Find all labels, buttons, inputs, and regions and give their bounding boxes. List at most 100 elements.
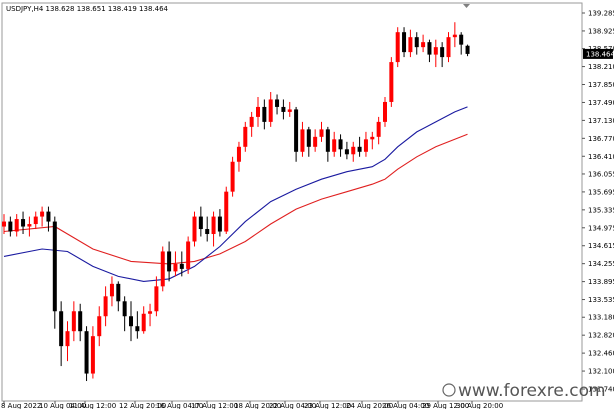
candle-body <box>109 283 114 297</box>
candle-body <box>65 331 70 347</box>
y-tick-label: 136.055 <box>588 170 614 178</box>
watermark: www.forexre.com <box>442 381 606 401</box>
candle-body <box>236 146 241 162</box>
candle-body <box>2 221 6 227</box>
current-price-tag <box>583 48 613 59</box>
candle-body <box>8 221 13 232</box>
candle-body <box>103 296 108 317</box>
y-tick-label: 137.850 <box>588 81 614 89</box>
candle-body <box>21 219 26 227</box>
candle-body <box>211 216 216 235</box>
candle-body <box>116 283 121 302</box>
candle-body <box>97 316 102 337</box>
y-tick-label: 138.925 <box>588 27 614 35</box>
x-tick-label: 29 Aug 12:00 <box>422 402 469 409</box>
candle-body <box>338 139 343 150</box>
candle-body <box>421 42 426 48</box>
x-tick-label: 17 Aug 12:00 <box>191 402 238 409</box>
candle-body <box>52 221 57 312</box>
y-tick-label: 135.335 <box>588 206 614 214</box>
candle-body <box>230 161 235 192</box>
candle-body <box>376 121 381 137</box>
candle-body <box>370 136 375 140</box>
x-tick-label: 8 Aug 2022 <box>1 402 41 409</box>
x-tick-label: 16 Aug 04:00 <box>156 402 203 409</box>
candle-body <box>186 241 191 269</box>
y-tick-label: 138.210 <box>588 63 614 71</box>
candle-body <box>167 251 172 272</box>
candle-body <box>319 129 324 137</box>
watermark-logo-icon <box>442 383 456 397</box>
y-tick-label: 132.100 <box>588 368 614 376</box>
y-tick-label: 137.490 <box>588 99 614 107</box>
candle-body <box>205 229 210 235</box>
candle-body <box>325 129 330 152</box>
x-tick-label: 22 Aug 04:00 <box>269 402 316 409</box>
candle-body <box>389 62 394 102</box>
candle-body <box>14 219 19 232</box>
current-price-label: 138.464 <box>586 50 614 58</box>
candle-body <box>243 126 248 147</box>
candle-body <box>173 263 178 272</box>
candle-body <box>148 311 153 314</box>
candle-body <box>84 331 89 374</box>
y-tick-label: 134.975 <box>588 224 614 232</box>
candle-body <box>383 101 387 122</box>
candle-body <box>351 146 356 155</box>
y-tick-label: 133.180 <box>588 314 614 322</box>
y-tick-label: 132.820 <box>588 332 614 340</box>
x-tick-label: 26 Aug 04:00 <box>382 402 429 409</box>
candle-body <box>256 106 260 117</box>
candle-body <box>71 311 76 332</box>
candle-body <box>27 224 32 227</box>
candle-body <box>262 106 267 122</box>
candle-body <box>313 136 318 147</box>
candle-body <box>154 286 159 312</box>
candle-body <box>357 146 362 152</box>
candle-body <box>59 311 64 347</box>
candle-body <box>281 106 286 112</box>
y-tick-label: 133.895 <box>588 278 614 286</box>
candle-body <box>414 37 419 48</box>
candle-body <box>179 263 184 269</box>
candle-body <box>122 301 127 317</box>
candle-body <box>90 336 95 374</box>
y-tick-label: 131.740 <box>588 386 614 394</box>
x-tick-label: 18 Aug 20:00 <box>234 402 281 409</box>
moving-average-blue <box>3 106 468 282</box>
x-tick-label: 30 Aug 20:00 <box>456 402 503 409</box>
candle-body <box>192 216 197 242</box>
y-tick-label: 136.410 <box>588 153 614 161</box>
y-tick-label: 139.285 <box>588 10 614 18</box>
moving-average-red <box>3 133 468 265</box>
candles <box>2 22 470 382</box>
candle-body <box>300 129 305 152</box>
y-tick-label: 133.535 <box>588 296 614 304</box>
watermark-text: www.forexre.com <box>458 381 606 401</box>
candle-body <box>440 47 445 58</box>
candle-body <box>395 32 400 63</box>
candle-body <box>135 326 140 332</box>
x-tick-label: 11 Aug 12:00 <box>69 402 116 409</box>
y-tick-label: 134.615 <box>588 242 614 250</box>
candle-body <box>46 211 51 222</box>
y-tick-label: 132.460 <box>588 350 614 358</box>
candle-body <box>268 99 273 122</box>
candle-body <box>287 109 292 112</box>
plot-frame <box>1 2 583 402</box>
candle-body <box>275 99 280 107</box>
price-axis: 139.285138.925138.570138.210137.850137.4… <box>582 10 614 394</box>
candle-body <box>459 34 464 45</box>
candle-body <box>78 311 83 332</box>
candle-body <box>465 45 470 54</box>
candle-body <box>198 216 203 230</box>
candle-body <box>306 129 311 147</box>
candle-body <box>160 251 165 287</box>
candle-body <box>33 216 38 225</box>
scroll-marker-icon <box>463 4 470 8</box>
candle-body <box>40 211 45 217</box>
candle-body <box>408 37 413 53</box>
candle-body <box>141 313 146 332</box>
